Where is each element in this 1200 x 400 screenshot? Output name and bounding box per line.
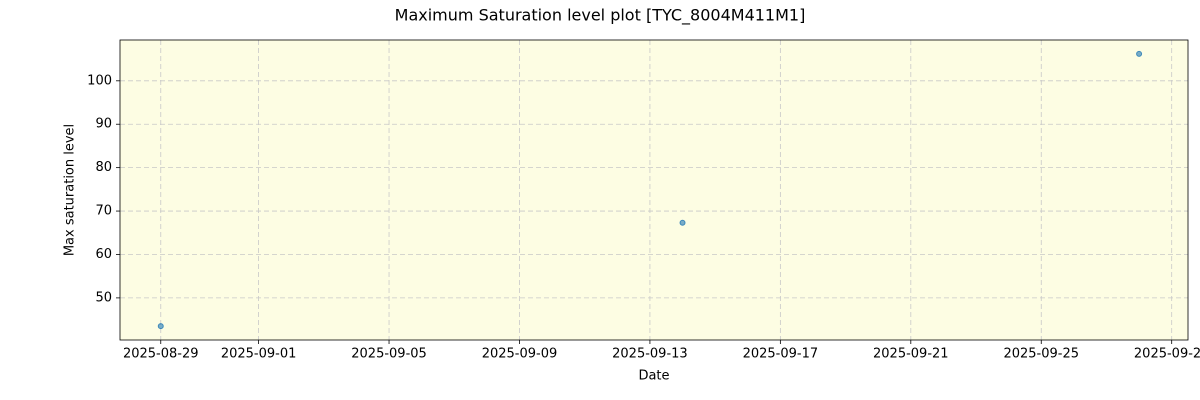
y-tick-label: 50 (95, 290, 112, 305)
y-tick-label: 80 (95, 160, 112, 175)
x-tick-label: 2025-09-01 (221, 347, 297, 362)
x-tick-label: 2025-09-17 (743, 347, 819, 362)
y-tick-label: 100 (87, 73, 112, 88)
y-axis-label: Max saturation level (63, 124, 78, 256)
x-tick-label: 2025-09-13 (612, 347, 688, 362)
x-tick-label: 2025-09-25 (1003, 347, 1079, 362)
x-tick-label: 2025-09-21 (873, 347, 949, 362)
x-tick-label: 2025-09-09 (482, 347, 558, 362)
data-point (157, 323, 164, 330)
y-tick-label: 90 (95, 117, 112, 132)
x-tick-label: 2025-09-29 (1134, 347, 1200, 362)
x-axis-label: Date (638, 369, 669, 384)
y-tick-label: 70 (95, 204, 112, 219)
x-tick-label: 2025-09-05 (351, 347, 427, 362)
plot-frame (119, 39, 1189, 341)
plot-area (120, 40, 1188, 340)
x-tick-label: 2025-08-29 (123, 347, 199, 362)
data-point (1136, 50, 1143, 57)
y-tick-label: 60 (95, 247, 112, 262)
chart-title: Maximum Saturation level plot [TYC_8004M… (395, 6, 806, 26)
data-point (679, 219, 686, 226)
